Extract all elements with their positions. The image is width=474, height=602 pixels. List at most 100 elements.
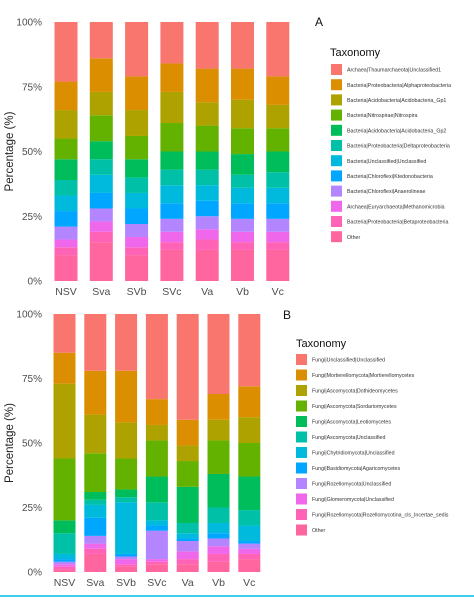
legend-swatch [331, 170, 342, 182]
legend-swatch [331, 200, 342, 212]
bar-segment-sva-6 [89, 174, 113, 193]
bar-segment-va-7 [195, 200, 219, 217]
bar-segment-svb-7 [125, 208, 149, 225]
bar-segment-svb-8 [115, 556, 138, 560]
legend-swatch [296, 369, 307, 381]
bar-segment-sva-7 [84, 517, 107, 536]
bar-segment-nsv-1 [53, 352, 76, 384]
bar-segment-vb-7 [207, 533, 230, 539]
bar-segment-va-9 [176, 551, 199, 560]
bar-segment-vc-1 [238, 386, 261, 418]
bar-segment-svb-9 [125, 236, 149, 248]
panel-label: B [283, 308, 291, 322]
bar-segment-vb-8 [231, 218, 254, 232]
legend-entry: Fungi|Ascomycota|Dothideomycetes [312, 389, 398, 395]
y-tick-label: 25% [22, 212, 42, 223]
bar-segment-sva-11 [89, 242, 113, 281]
bar-segment-sva-10 [84, 548, 107, 554]
bar-segment-va-8 [195, 216, 219, 230]
bar-segment-svb-2 [125, 110, 149, 136]
bar-segment-va-3 [176, 461, 199, 487]
bar-segment-vb-1 [207, 393, 230, 420]
bar-segment-nsv-3 [54, 138, 78, 160]
bar-segment-vb-4 [231, 154, 254, 175]
bar-segment-svb-10 [125, 247, 149, 256]
bar-segment-va-0 [176, 314, 199, 420]
bar-segment-va-5 [176, 522, 199, 534]
bar-segment-vc-2 [266, 104, 290, 129]
y-tick-label: 100% [16, 310, 42, 321]
bar-segment-nsv-10 [53, 566, 76, 570]
bar-segment-svc-4 [145, 476, 168, 503]
bar-segment-nsv-0 [53, 314, 76, 353]
bar-segment-vc-0 [266, 22, 290, 77]
bar-segment-vc-2 [238, 417, 261, 443]
bar-segment-vc-0 [238, 314, 261, 387]
bar-segment-va-1 [195, 68, 219, 103]
bar-segment-vc-10 [266, 242, 290, 250]
legend-swatch [331, 109, 342, 121]
bar-segment-va-11 [176, 564, 199, 572]
y-tick-label: 25% [22, 503, 42, 514]
bar-segment-vb-4 [207, 473, 230, 508]
bar-segment-vb-6 [207, 522, 230, 534]
bar-segment-svc-7 [160, 203, 184, 219]
bar-segment-vb-9 [207, 546, 230, 554]
bar-segment-vb-2 [231, 99, 254, 129]
x-tick-label: Va [201, 286, 213, 298]
legend-swatch [331, 140, 342, 151]
bar-segment-vc-5 [238, 510, 261, 526]
y-tick-label: 50% [22, 147, 42, 158]
x-tick-label: Vb [236, 286, 249, 298]
legend-swatch [296, 354, 307, 365]
bar-segment-vb-1 [231, 68, 254, 100]
legend-entry: Bacteria|Nitrospirae|Nitrospira [347, 113, 418, 119]
bar-segment-nsv-2 [54, 110, 78, 139]
bar-segment-nsv-1 [54, 81, 78, 111]
bar-segment-vc-5 [266, 172, 290, 188]
bar-segment-vb-11 [231, 249, 254, 281]
bar-segment-vb-0 [207, 314, 230, 394]
y-tick-label: 50% [22, 439, 42, 450]
legend-entry: Bacteria|Acidobacteria|Acidobacteria_Gp2 [347, 128, 446, 134]
bar-segment-nsv-5 [53, 533, 76, 554]
bar-segment-nsv-6 [53, 553, 76, 560]
bar-segment-svb-4 [115, 489, 138, 498]
bar-segment-svb-2 [115, 422, 138, 459]
bar-segment-svb-9 [115, 559, 138, 565]
bar-segment-vc-3 [238, 443, 261, 477]
legend-entry: Bacteria|Acidobacteria|Acidobacteria_Gp1 [347, 98, 446, 104]
legend-entry: Fungi|Mortierellomycota|Mortierellomycet… [312, 373, 415, 379]
bar-segment-svb-6 [115, 502, 138, 554]
y-tick-label: 0% [28, 568, 43, 579]
bar-segment-svc-6 [160, 185, 184, 204]
y-tick-label: 75% [22, 374, 42, 385]
bar-segment-svc-4 [160, 151, 184, 170]
bar-segment-vc-7 [266, 203, 290, 219]
bar-segment-va-6 [195, 185, 219, 201]
bar-segment-svc-10 [145, 561, 168, 565]
bar-segment-nsv-10 [54, 247, 78, 256]
bar-segment-va-11 [195, 249, 219, 281]
bar-segment-va-5 [195, 169, 219, 186]
bar-segment-svc-9 [160, 231, 184, 243]
legend-swatch [331, 231, 342, 243]
bar-segment-svc-3 [145, 440, 168, 477]
bar-segment-va-3 [195, 125, 219, 152]
legend-swatch [296, 478, 307, 489]
bar-segment-sva-9 [89, 221, 113, 232]
legend-entry: Bacteria|Unclassified|Unclassified [347, 159, 426, 165]
legend-entry: Other [312, 528, 325, 534]
legend-entry: Fungi|Rozellomycota|Rozellomycotina_cls_… [312, 513, 449, 519]
x-tick-label: Sva [86, 577, 104, 589]
y-tick-label: 75% [22, 82, 42, 93]
bar-segment-nsv-0 [54, 22, 78, 82]
x-tick-label: Vc [272, 286, 284, 298]
legend-entry: Archaea|Euryarchaeota|Methanomicrobia [347, 204, 445, 210]
x-tick-label: Vc [243, 577, 255, 589]
bar-segment-svb-7 [115, 553, 138, 557]
legend-swatch [331, 64, 342, 75]
bar-segment-va-2 [176, 445, 199, 462]
bar-segment-sva-8 [89, 208, 113, 222]
legend-swatch [296, 447, 307, 458]
